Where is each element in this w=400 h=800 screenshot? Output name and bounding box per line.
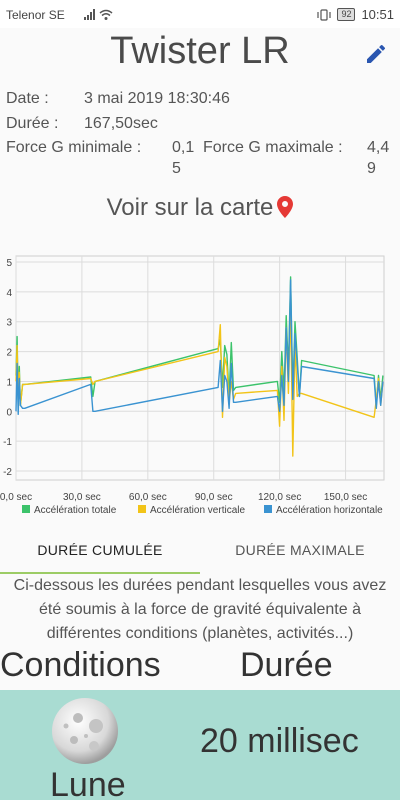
carrier-name: Telenor SE: [6, 8, 65, 22]
conditions-header: Conditions: [0, 646, 161, 684]
x-tick-label: 90,0 sec: [195, 492, 233, 503]
legend-label: Accélération horizontale: [276, 505, 383, 516]
y-tick-label: -2: [3, 467, 12, 478]
signal-wifi-icon: [84, 9, 113, 20]
chart-frame: [15, 255, 385, 481]
gmax-value-wrap: 9: [367, 160, 376, 177]
status-bar: Telenor SE 92 10:51: [0, 0, 400, 28]
active-tab-indicator: [0, 572, 200, 574]
tab-bar: DURÉE CUMULÉE DURÉE MAXIMALE: [0, 530, 400, 576]
y-tick-label: 2: [6, 348, 12, 359]
condition-duration: 20 millisec: [200, 722, 359, 760]
duration-label: Durée :: [6, 115, 59, 132]
moon-icon: [52, 698, 118, 764]
duration-header: Durée: [240, 646, 333, 684]
series-line: [15, 276, 384, 407]
y-tick-label: 1: [6, 377, 12, 388]
x-tick-label: 120,0 sec: [258, 492, 301, 503]
condition-row[interactable]: Lune 20 millisec: [0, 690, 400, 800]
duration-row: Durée : 167,50sec: [6, 115, 158, 133]
description-text: Ci-dessous les durées pendant lesquelles…: [13, 577, 387, 642]
location-pin-icon: [277, 196, 294, 218]
condition-name: Lune: [50, 766, 126, 800]
date-label: Date :: [6, 90, 49, 107]
y-tick-label: 0: [6, 407, 12, 418]
edit-pencil-icon[interactable]: [364, 42, 388, 66]
date-value: 3 mai 2019 18:30:46: [84, 90, 230, 107]
legend-swatch: [264, 505, 272, 513]
series-line: [15, 279, 384, 416]
y-tick-label: -1: [3, 437, 12, 448]
y-tick-label: 4: [6, 288, 12, 299]
view-on-map-label: Voir sur la carte: [106, 194, 274, 221]
gmax-label: Force G maximale :: [203, 139, 343, 156]
y-tick-label: 3: [6, 318, 12, 329]
clock: 10:51: [361, 7, 394, 22]
x-tick-label: 60,0 sec: [129, 492, 167, 503]
gmin-value: 0,1: [172, 139, 195, 156]
legend-swatch: [22, 505, 30, 513]
legend-label: Accélération totale: [34, 505, 117, 516]
x-tick-label: 150,0 sec: [324, 492, 367, 503]
gmin-value-wrap: 5: [172, 160, 181, 177]
page-title: Twister LR: [110, 30, 290, 72]
legend-label: Accélération verticale: [150, 505, 245, 516]
view-on-map-link[interactable]: Voir sur la carte: [0, 194, 400, 222]
acceleration-chart: -2 -1 0 1 2 3 4 5 0,0 sec 30,0 sec 60,0 sec 90,0 se…: [0, 255, 385, 516]
date-row: Date : 3 mai 2019 18:30:46: [6, 90, 230, 108]
battery-icon: 92: [337, 8, 356, 21]
tab-cumulative-duration[interactable]: DURÉE CUMULÉE: [37, 542, 163, 558]
tab-max-duration[interactable]: DURÉE MAXIMALE: [235, 542, 365, 558]
gmax-value: 4,4: [367, 139, 390, 156]
x-tick-label: 30,0 sec: [63, 492, 101, 503]
legend-swatch: [138, 505, 146, 513]
y-tick-label: 5: [6, 258, 12, 269]
vibrate-icon: [317, 8, 332, 21]
gmin-label: Force G minimale :: [6, 139, 142, 156]
duration-value: 167,50sec: [84, 115, 158, 132]
x-tick-label: 0,0 sec: [0, 492, 32, 503]
